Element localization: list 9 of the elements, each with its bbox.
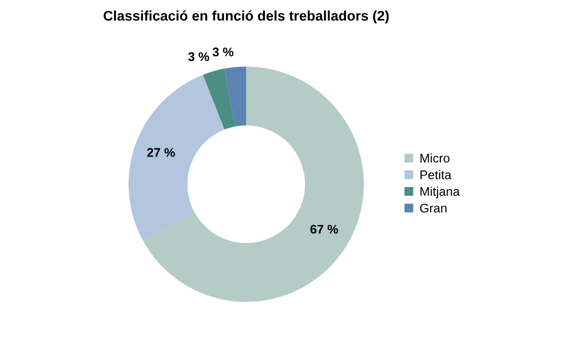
- legend-label: Petita: [420, 170, 452, 180]
- data-label: 3 %: [212, 48, 234, 56]
- data-label: 3 %: [188, 52, 210, 62]
- legend-label: Gran: [420, 204, 446, 213]
- legend-label: Mitjana: [420, 186, 460, 198]
- data-label: 67 %: [310, 224, 338, 234]
- legend-label: Micro: [420, 153, 450, 163]
- data-label: 27 %: [147, 148, 175, 157]
- chart-title: Classificació en funció dels treballadors (2): [104, 10, 389, 24]
